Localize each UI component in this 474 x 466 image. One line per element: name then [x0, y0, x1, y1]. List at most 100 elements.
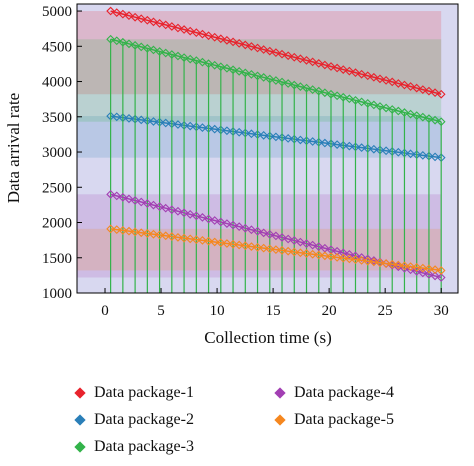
data-point — [296, 135, 305, 145]
data-point — [430, 88, 440, 98]
data-point — [357, 97, 366, 107]
data-point — [204, 236, 213, 246]
data-point — [179, 53, 189, 62]
data-point — [259, 130, 269, 140]
data-point — [198, 29, 207, 39]
data-point — [338, 65, 348, 74]
data-point — [400, 80, 409, 90]
data-point — [228, 65, 238, 75]
series-line — [110, 38, 442, 123]
data-point — [210, 216, 220, 225]
data-point — [344, 66, 354, 76]
data-point — [277, 246, 287, 255]
data-point — [436, 273, 446, 282]
legend-marker — [74, 441, 86, 453]
data-point — [283, 234, 293, 244]
data-point — [314, 59, 324, 68]
series-band-1 — [77, 11, 442, 95]
data-point — [149, 17, 158, 27]
data-point — [338, 248, 348, 258]
data-point — [320, 251, 330, 261]
x-tick-label: 5 — [157, 303, 165, 319]
data-point — [351, 95, 360, 105]
data-point — [344, 94, 354, 104]
data-point — [369, 257, 379, 267]
legend-item-3: Data package-3 — [72, 438, 194, 456]
data-point — [289, 80, 299, 90]
data-point — [424, 114, 434, 124]
data-point — [283, 134, 293, 143]
data-point — [216, 217, 226, 227]
data-point — [191, 56, 201, 66]
data-point — [222, 35, 232, 45]
legend-item-5: Data package-5 — [272, 411, 394, 429]
data-point — [240, 40, 250, 50]
data-point — [369, 72, 379, 82]
data-point — [210, 32, 220, 42]
data-point — [387, 259, 397, 269]
legend-label: Data package-4 — [294, 384, 394, 401]
y-tick-label: 5000 — [42, 4, 72, 20]
data-point — [381, 103, 391, 113]
data-point — [149, 200, 158, 210]
data-point — [393, 260, 403, 270]
data-point — [112, 8, 122, 17]
data-point — [436, 117, 446, 127]
data-point — [118, 193, 128, 202]
data-point — [228, 239, 238, 249]
data-point — [173, 51, 183, 61]
data-point — [363, 71, 373, 81]
data-point — [357, 256, 366, 265]
data-point — [106, 6, 115, 16]
data-point — [296, 237, 305, 247]
data-point — [185, 209, 195, 219]
data-point — [161, 118, 171, 128]
data-point — [234, 127, 244, 137]
data-point — [265, 74, 275, 84]
data-point — [222, 219, 232, 228]
data-point — [185, 54, 195, 64]
data-point — [179, 25, 189, 34]
data-point — [130, 196, 140, 205]
data-point — [363, 254, 373, 264]
data-point — [283, 246, 293, 256]
data-point — [332, 246, 342, 256]
data-point — [118, 37, 128, 47]
data-point — [198, 236, 207, 245]
legend-marker — [274, 414, 286, 426]
legend-marker — [74, 387, 86, 399]
data-point — [161, 20, 171, 30]
data-point — [155, 18, 164, 28]
legend-item-4: Data package-4 — [272, 384, 394, 402]
data-point — [412, 266, 422, 276]
data-point — [406, 109, 415, 119]
data-point — [265, 46, 275, 56]
legend-label: Data package-1 — [94, 384, 194, 401]
data-point — [228, 37, 238, 47]
plot-frame — [76, 3, 459, 294]
data-point — [332, 63, 342, 73]
y-tick-label: 4500 — [42, 39, 72, 55]
data-point — [173, 206, 183, 216]
data-point — [240, 223, 250, 233]
data-point — [369, 100, 379, 110]
data-point — [289, 247, 299, 257]
data-point — [191, 235, 201, 245]
data-point — [136, 197, 146, 207]
data-point — [253, 43, 262, 53]
data-point — [234, 222, 244, 232]
data-point — [247, 225, 256, 235]
data-point — [240, 68, 250, 78]
data-point — [185, 234, 195, 244]
data-point — [149, 117, 158, 126]
data-point — [155, 202, 164, 212]
data-point — [234, 66, 244, 76]
data-point — [130, 40, 140, 50]
series-line — [110, 10, 442, 95]
data-point — [430, 265, 440, 275]
data-point — [406, 149, 415, 159]
x-tick-label: 0 — [101, 303, 109, 319]
y-tick-label: 2500 — [42, 180, 72, 196]
data-point — [124, 39, 134, 49]
chart: 0 5 10 15 20 25 30 1000 1500 2000 2500 3000 3500 4000… — [4, 3, 459, 347]
